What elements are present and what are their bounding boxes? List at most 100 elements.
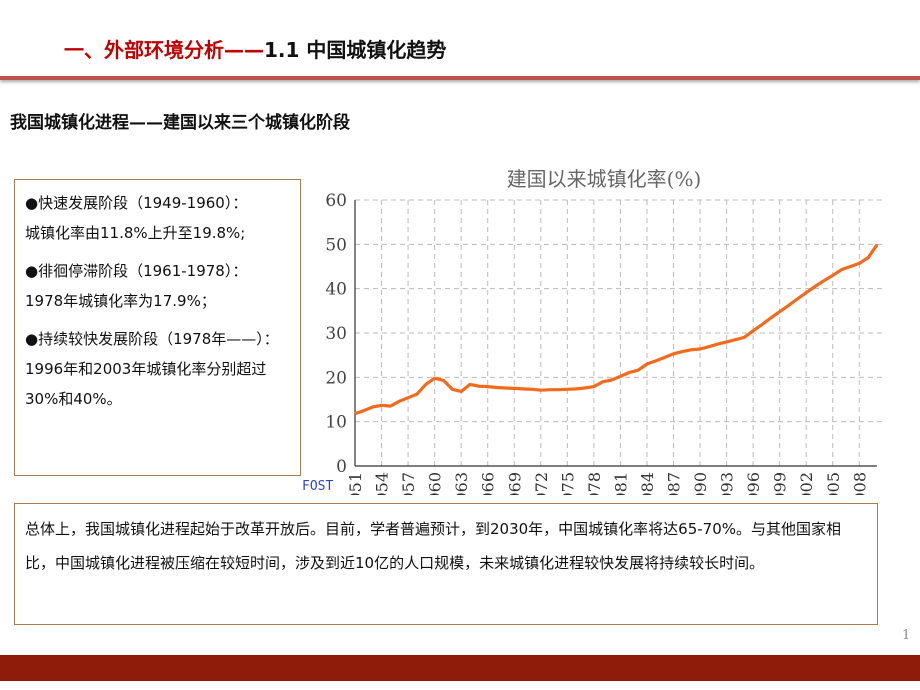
data-point	[637, 369, 639, 372]
data-point	[433, 377, 436, 380]
data-point	[770, 317, 772, 319]
data-point	[469, 383, 471, 386]
x-tick-label: 1954	[373, 472, 392, 495]
data-point	[787, 304, 790, 307]
y-tick-label: 50	[325, 235, 347, 255]
y-tick-label: 20	[325, 368, 347, 388]
data-point	[416, 393, 418, 395]
x-tick-label: 1951	[346, 472, 365, 495]
slide-title-section: 一、外部环境分析——	[64, 38, 264, 62]
stage-item: ●快速发展阶段（1949-1960）： 城镇化率由11.8%上升至19.8%;	[25, 188, 296, 248]
data-point	[424, 383, 427, 386]
data-point	[460, 390, 462, 393]
stage-detail: 城镇化率由11.8%上升至19.8%;	[25, 224, 246, 242]
stage-item: ●持续较快发展阶段（1978年——）：1996年和2003年城镇化率分别超过30…	[25, 324, 296, 414]
data-point	[575, 388, 577, 390]
x-tick-label: 1966	[479, 472, 498, 495]
data-point	[407, 396, 409, 399]
data-point	[539, 389, 542, 391]
data-point	[646, 363, 648, 365]
x-tick-label: 2008	[850, 472, 869, 495]
data-point	[513, 387, 516, 390]
x-tick-label: 1969	[505, 472, 524, 495]
data-point	[557, 388, 560, 391]
x-tick-label: 1981	[611, 472, 630, 495]
stages-box: ●快速发展阶段（1949-1960）： 城镇化率由11.8%上升至19.8%; ●…	[14, 179, 301, 476]
data-point	[584, 387, 586, 389]
data-point	[814, 285, 816, 288]
urbanization-rate-line	[354, 243, 879, 416]
footer-bar	[0, 655, 920, 681]
y-tick-label: 10	[325, 413, 347, 433]
data-point	[672, 353, 675, 355]
y-tick-label: 60	[325, 191, 347, 211]
stage-heading: ●徘徊停滞阶段（1961-1978）：	[25, 262, 248, 280]
x-tick-label: 1993	[718, 472, 737, 495]
data-point	[699, 348, 701, 350]
page-number: 1	[902, 628, 911, 643]
data-point	[371, 406, 374, 408]
data-point	[363, 409, 365, 412]
stage-heading: ●持续较快发展阶段（1978年——）：1996年和2003年城镇化率分别超过30…	[25, 330, 279, 408]
summary-box: 总体上，我国城镇化进程起始于改革开放后。目前，学者普遍预计，到2030年，中国城…	[14, 503, 878, 625]
x-tick-label: 1990	[691, 472, 710, 495]
data-point	[858, 262, 861, 265]
data-point	[743, 336, 746, 339]
data-point	[876, 243, 878, 246]
x-tick-label: 1960	[426, 472, 445, 495]
urbanization-chart: 建国以来城镇化率(%) 0 10 20 30 40 50 60 1951 1954 1957 1960…	[302, 167, 882, 495]
x-tick-label: 1963	[452, 472, 471, 495]
data-point	[619, 375, 622, 378]
data-point	[601, 380, 604, 383]
data-point	[734, 338, 737, 341]
data-point	[867, 256, 869, 259]
chart-title: 建国以来城镇化率(%)	[507, 167, 702, 191]
data-point	[655, 360, 657, 362]
data-point	[495, 386, 498, 389]
data-point	[761, 323, 763, 326]
section-subtitle: 我国城镇化进程——建国以来三个城镇化阶段	[10, 113, 350, 133]
data-point	[610, 379, 613, 381]
watermark-fost: FOST	[302, 479, 333, 494]
data-point	[805, 291, 808, 294]
data-point	[531, 388, 533, 391]
x-tick-label: 2005	[824, 472, 843, 495]
y-tick-label: 30	[325, 324, 347, 344]
data-point	[725, 341, 728, 343]
data-point	[389, 405, 392, 407]
x-tick-label: 1996	[744, 472, 763, 495]
data-point	[451, 388, 454, 391]
data-point	[380, 404, 383, 407]
data-point	[478, 385, 480, 387]
x-tick-label: 1984	[638, 472, 657, 495]
data-point	[354, 412, 356, 415]
data-point	[849, 265, 852, 268]
data-point	[681, 350, 684, 353]
data-point	[398, 400, 401, 403]
slide-title-topic: 1.1 中国城镇化趋势	[264, 38, 447, 62]
data-point	[823, 279, 825, 282]
data-point	[522, 388, 524, 390]
y-tick-label: 40	[325, 280, 347, 300]
data-point	[840, 268, 843, 271]
data-point	[566, 388, 569, 391]
title-divider	[0, 76, 920, 80]
data-point	[690, 349, 693, 351]
data-point	[548, 388, 551, 391]
x-tick-label: 1972	[532, 472, 551, 495]
x-tick-label: 1987	[665, 472, 684, 495]
slide-title: 一、外部环境分析——1.1 中国城镇化趋势	[64, 34, 446, 63]
data-point	[778, 310, 781, 313]
x-tick-label: 1978	[585, 472, 604, 495]
data-point	[504, 387, 507, 389]
data-point	[593, 385, 595, 388]
data-point	[442, 379, 445, 382]
x-tick-label: 1975	[558, 472, 577, 495]
data-point	[796, 298, 799, 300]
stage-detail: 1978年城镇化率为17.9%；	[25, 292, 216, 310]
data-point	[628, 371, 631, 374]
data-point	[716, 343, 719, 345]
data-point	[831, 274, 834, 277]
data-point	[708, 345, 710, 348]
data-point	[663, 356, 666, 359]
